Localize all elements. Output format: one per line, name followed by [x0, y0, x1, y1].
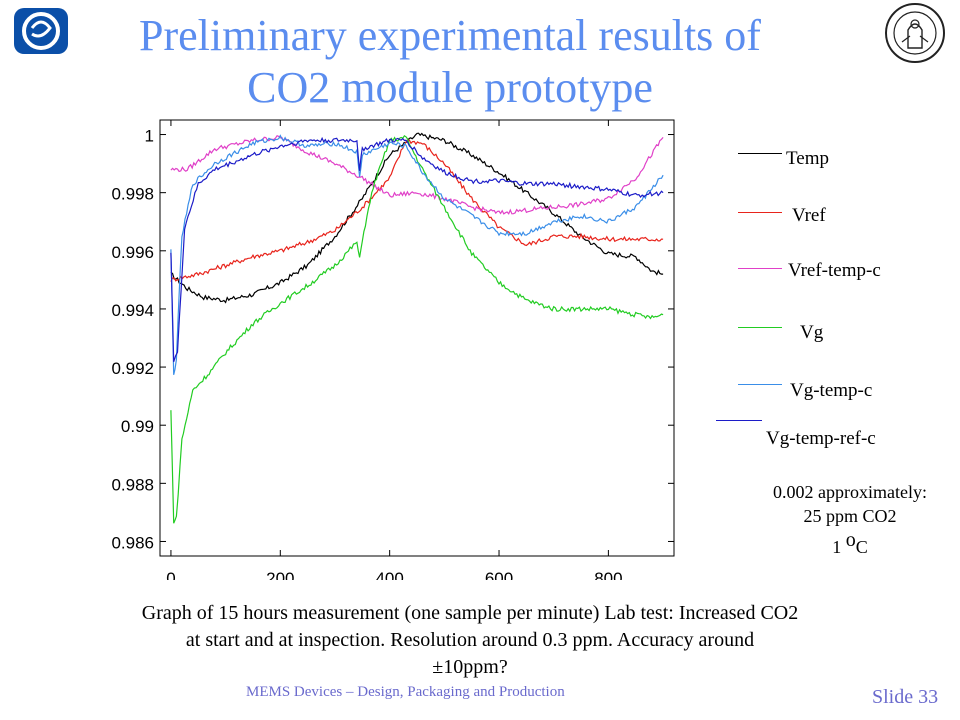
y-tick-label: 0.986 — [111, 533, 154, 552]
series-line-vg — [170, 134, 664, 524]
legend-swatch — [738, 153, 782, 154]
figure-caption: Graph of 15 hours measurement (one sampl… — [30, 600, 910, 681]
slide-footer: MEMS Devices – Design, Packaging and Pro… — [246, 684, 565, 700]
y-tick-label: 1 — [145, 127, 154, 146]
note-line-3-unit: C — [855, 537, 868, 557]
x-tick-label: 200 — [266, 569, 294, 580]
series-line-vg-temp-ref-c — [170, 136, 664, 362]
legend-swatch — [738, 212, 782, 213]
line-chart: 0.986 0.988 0.99 0.992 0.994 0.996 0.998 1 0 200 4… — [111, 119, 675, 580]
institution-logo — [12, 6, 70, 56]
note-line-3-number: 1 — [832, 537, 846, 557]
y-tick-label: 0.992 — [111, 359, 154, 378]
legend-swatch — [716, 420, 762, 421]
caption-line-2: at start and at inspection. Resolution a… — [185, 629, 755, 651]
y-tick-label: 0.994 — [111, 301, 154, 320]
legend-swatch — [738, 327, 782, 328]
y-tick-label: 0.988 — [111, 475, 154, 494]
legend-label: Temp — [786, 148, 829, 169]
series-line-vref — [170, 139, 664, 282]
y-tick-label: 0.998 — [111, 185, 154, 204]
legend-label: Vref-temp-c — [788, 260, 881, 281]
note-line-1: 0.002 approximately: — [773, 482, 927, 502]
note-line-3: 1 oC — [735, 528, 960, 559]
note-line-2: 25 ppm CO2 — [803, 506, 897, 526]
y-tick-label: 0.99 — [121, 417, 154, 436]
y-tick-label: 0.996 — [111, 243, 154, 262]
legend-swatch — [738, 384, 782, 385]
legend-label: Vg-temp-ref-c — [766, 428, 876, 449]
plot-frame — [159, 119, 675, 557]
legend-label: Vref — [792, 205, 826, 226]
slide-number: Slide 33 — [872, 686, 939, 708]
legend-swatch — [738, 268, 782, 269]
x-tick-label: 800 — [594, 569, 622, 580]
university-seal-icon — [885, 3, 945, 63]
title-line-2: CO2 module prototype — [247, 63, 653, 112]
page-title: Preliminary experimental results of CO2 … — [100, 10, 800, 114]
series-line-vg-temp-c — [170, 134, 664, 375]
x-tick-label: 600 — [485, 569, 513, 580]
x-tick-label: 400 — [375, 569, 403, 580]
series-line-vref-temp-c — [170, 134, 664, 215]
institution-logo-icon — [14, 8, 68, 54]
note-degree-symbol: o — [845, 529, 856, 551]
scale-note: 0.002 approximately: 25 ppm CO2 1 oC — [735, 480, 960, 559]
legend-label: Vg-temp-c — [790, 380, 873, 401]
university-seal — [884, 2, 946, 64]
legend-label: Vg — [800, 322, 824, 343]
caption-line-3: ±10ppm? — [432, 656, 508, 678]
x-tick-label: 0 — [166, 569, 175, 580]
caption-line-1: Graph of 15 hours measurement (one sampl… — [141, 602, 799, 624]
title-line-1: Preliminary experimental results of — [139, 11, 761, 60]
